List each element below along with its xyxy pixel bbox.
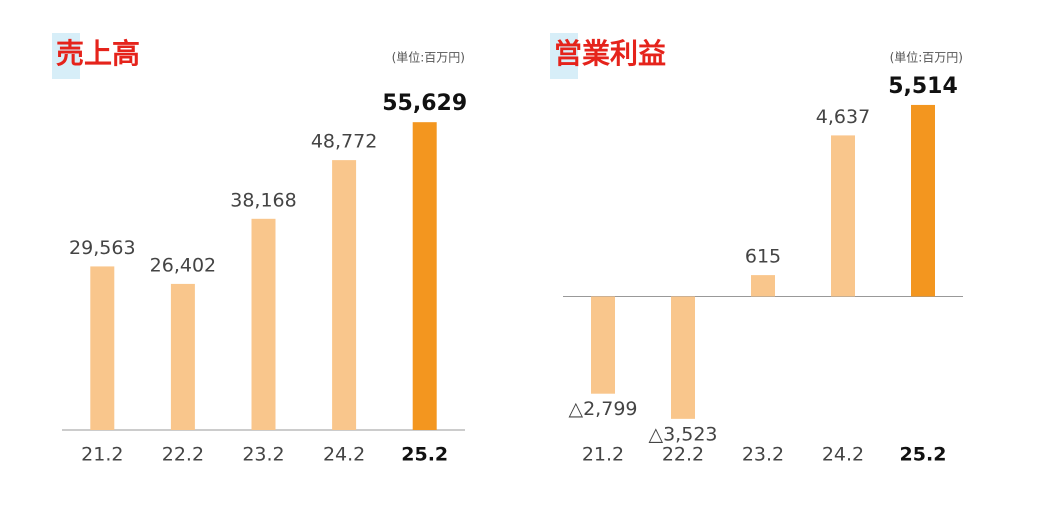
bar bbox=[170, 283, 195, 430]
bar bbox=[412, 122, 437, 430]
value-label: 5,514 bbox=[888, 74, 958, 99]
value-label: 4,637 bbox=[816, 106, 870, 128]
x-tick-label: 21.2 bbox=[582, 444, 624, 466]
chart-title: 営業利益 bbox=[554, 37, 666, 70]
x-tick-label: 23.2 bbox=[242, 444, 284, 466]
x-tick-label: 25.2 bbox=[401, 444, 448, 466]
x-tick-label: 25.2 bbox=[900, 444, 947, 466]
value-label: 48,772 bbox=[311, 131, 377, 153]
unit-label: (単位:百万円) bbox=[392, 50, 465, 65]
value-label: △2,799 bbox=[568, 398, 637, 420]
x-tick-label: 24.2 bbox=[822, 444, 864, 466]
bar bbox=[911, 104, 935, 297]
value-label: 29,563 bbox=[69, 237, 135, 259]
chart-title: 売上高 bbox=[56, 37, 140, 70]
value-label: 55,629 bbox=[382, 91, 467, 116]
bar bbox=[671, 296, 695, 419]
bar bbox=[251, 218, 276, 430]
x-tick-label: 22.2 bbox=[162, 444, 204, 466]
bar bbox=[591, 296, 615, 394]
x-tick-label: 21.2 bbox=[81, 444, 123, 466]
bar bbox=[831, 135, 855, 297]
x-tick-label: 24.2 bbox=[323, 444, 365, 466]
title-highlight bbox=[52, 33, 80, 79]
unit-label: (単位:百万円) bbox=[890, 50, 963, 65]
bar bbox=[332, 160, 357, 430]
value-label: 26,402 bbox=[150, 254, 216, 276]
bar bbox=[751, 275, 775, 297]
x-tick-label: 23.2 bbox=[742, 444, 784, 466]
title-highlight bbox=[550, 33, 578, 79]
bar bbox=[90, 266, 115, 430]
value-label: △3,523 bbox=[648, 423, 717, 445]
value-label: 615 bbox=[745, 246, 781, 268]
x-tick-label: 22.2 bbox=[662, 444, 704, 466]
value-label: 38,168 bbox=[230, 189, 296, 211]
